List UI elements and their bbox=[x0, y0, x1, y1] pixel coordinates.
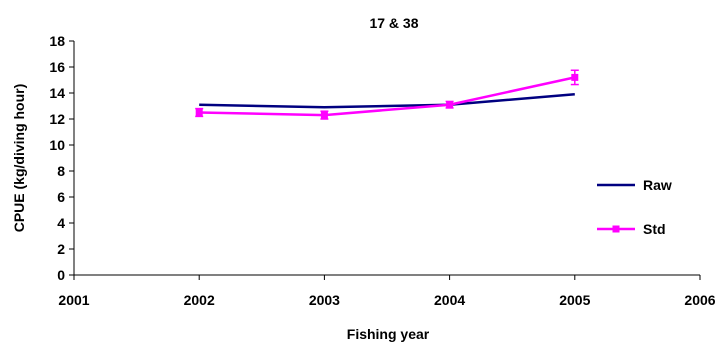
y-tick-label: 14 bbox=[49, 85, 65, 101]
y-tick-label: 12 bbox=[49, 111, 65, 127]
series-line-raw bbox=[199, 93, 575, 109]
data-point-std bbox=[571, 73, 579, 81]
y-tick-label: 16 bbox=[49, 59, 65, 75]
legend-marker-std bbox=[612, 225, 620, 233]
data-point-std bbox=[446, 101, 454, 109]
chart-title: 17 & 38 bbox=[369, 15, 418, 31]
x-axis-title: Fishing year bbox=[347, 326, 430, 342]
legend-label-std: Std bbox=[643, 221, 666, 237]
legend-label-raw: Raw bbox=[643, 177, 672, 193]
y-tick-label: 4 bbox=[57, 215, 65, 231]
x-tick-label: 2006 bbox=[684, 292, 715, 308]
x-tick-label: 2001 bbox=[58, 292, 89, 308]
y-tick-label: 6 bbox=[57, 189, 65, 205]
x-tick-label: 2004 bbox=[434, 292, 465, 308]
y-tick-label: 0 bbox=[57, 267, 65, 283]
y-tick-label: 8 bbox=[57, 163, 65, 179]
data-point-std bbox=[320, 111, 328, 119]
x-tick-label: 2005 bbox=[559, 292, 590, 308]
y-tick-label: 2 bbox=[57, 241, 65, 257]
data-point-std bbox=[195, 109, 203, 116]
y-tick-label: 18 bbox=[49, 33, 65, 49]
series-line-std bbox=[199, 76, 576, 117]
x-tick-label: 2002 bbox=[184, 292, 215, 308]
legend: Raw Std bbox=[597, 177, 672, 237]
y-axis-title: CPUE (kg/diving hour) bbox=[11, 84, 27, 233]
x-tick-label: 2003 bbox=[309, 292, 340, 308]
y-tick-label: 10 bbox=[49, 137, 65, 153]
plot-area: 0 2 4 6 8 10 12 14 16 18 2001 2002 2003 2004 2005 2006 bbox=[49, 33, 715, 308]
